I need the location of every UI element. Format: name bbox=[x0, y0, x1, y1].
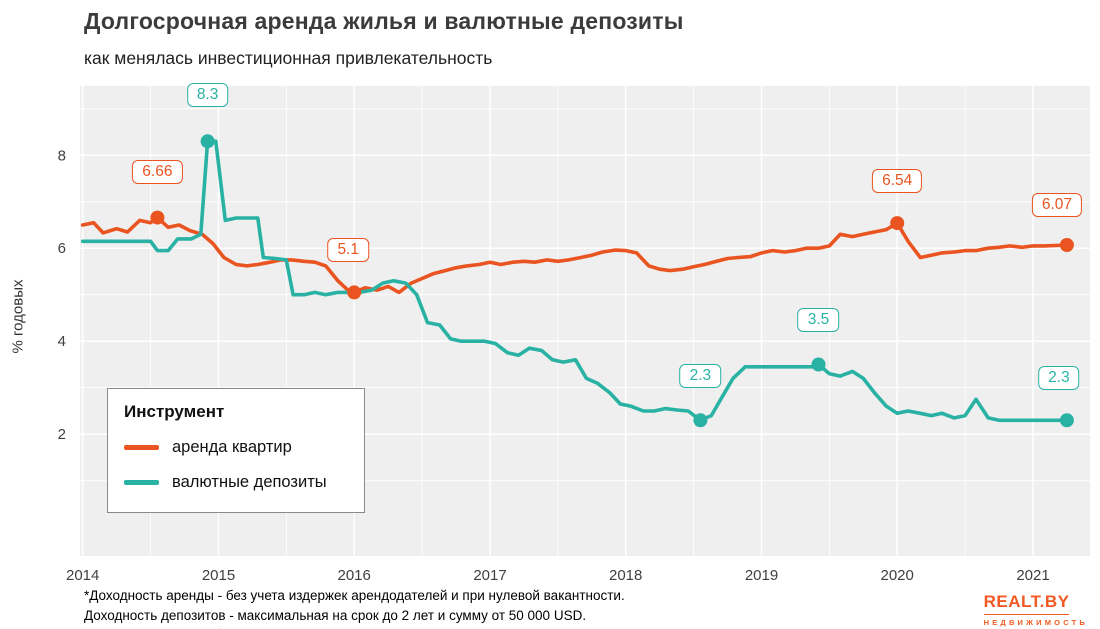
data-point-marker bbox=[150, 210, 165, 225]
data-point-marker bbox=[693, 413, 708, 428]
series-line-0 bbox=[80, 215, 1069, 295]
x-tick-label: 2016 bbox=[338, 567, 371, 584]
annotation-callout-6.07: 6.07 bbox=[1031, 192, 1083, 217]
data-point-marker bbox=[1059, 413, 1074, 428]
y-tick-label: 2 bbox=[58, 426, 66, 443]
x-tick-label: 2017 bbox=[473, 567, 506, 584]
legend: Инструмент аренда квартир валютные депоз… bbox=[107, 388, 365, 513]
legend-label-rent: аренда квартир bbox=[172, 438, 292, 456]
legend-title: Инструмент bbox=[124, 402, 225, 421]
realt-logo: REALT.BY НЕДВИЖИМОСТЬ bbox=[983, 592, 1088, 627]
x-tick-label: 2019 bbox=[745, 567, 778, 584]
data-point-marker bbox=[347, 285, 362, 300]
data-point-marker bbox=[890, 216, 905, 231]
y-tick-label: 8 bbox=[58, 147, 66, 164]
data-point-marker bbox=[200, 134, 215, 149]
y-tick-label: 6 bbox=[58, 240, 66, 257]
x-tick-label: 2020 bbox=[881, 567, 914, 584]
legend-swatch-rent bbox=[124, 445, 159, 450]
legend-item-rent: аренда квартир bbox=[124, 438, 348, 457]
x-tick-label: 2014 bbox=[66, 567, 99, 584]
annotation-callout-6.66: 6.66 bbox=[132, 159, 183, 184]
x-tick-label: 2021 bbox=[1016, 567, 1049, 584]
series-line-1 bbox=[80, 139, 1069, 423]
annotation-callout-3.5: 3.5 bbox=[797, 308, 840, 333]
y-axis-label: % годовых bbox=[9, 279, 27, 354]
legend-label-deposits: валютные депозиты bbox=[172, 473, 327, 491]
footnote-sources: Источники: Realt.by, банковские порталы bbox=[84, 625, 625, 629]
annotation-callout-8.3: 8.3 bbox=[186, 83, 229, 108]
x-tick-label: 2015 bbox=[202, 567, 235, 584]
x-tick-label: 2018 bbox=[609, 567, 642, 584]
data-point-marker bbox=[1059, 238, 1074, 252]
footnote-rent: *Доходность аренды - без учета издержек … bbox=[84, 588, 625, 603]
realt-logo-subtitle: НЕДВИЖИМОСТЬ bbox=[983, 618, 1088, 627]
data-point-marker bbox=[811, 357, 826, 372]
annotation-callout-5.1: 5.1 bbox=[327, 238, 369, 263]
annotation-callout-6.54: 6.54 bbox=[872, 169, 923, 194]
legend-item-deposits: валютные депозиты bbox=[124, 473, 348, 492]
annotation-callout-2.3: 2.3 bbox=[679, 364, 722, 389]
footnote-deposits: Доходность депозитов - максимальная на с… bbox=[84, 607, 587, 623]
annotation-callout-2.3: 2.3 bbox=[1038, 366, 1080, 391]
legend-swatch-deposits bbox=[124, 480, 159, 485]
chart-title: Долгосрочная аренда жилья и валютные деп… bbox=[84, 8, 684, 34]
y-tick-label: 4 bbox=[58, 333, 66, 350]
realt-logo-title: REALT.BY bbox=[983, 592, 1070, 615]
chart-subtitle: как менялась инвестиционная привлекатель… bbox=[84, 48, 493, 68]
footnotes: *Доходность аренды - без учета издержек … bbox=[84, 586, 625, 629]
